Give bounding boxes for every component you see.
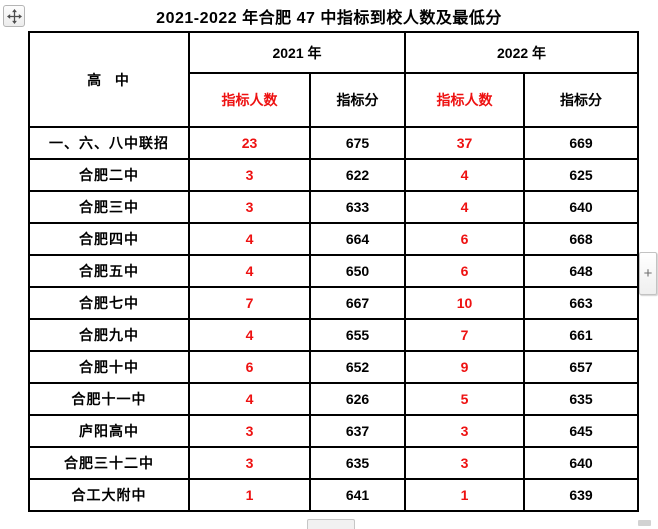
year-header-row: 高 中 2021 年 2022 年 [28,31,640,128]
quota-cell: 4 [188,222,311,256]
sub-header-row: 指标人数 指标分 指标人数 指标分 [29,72,640,128]
quota-header-2021: 指标人数 [188,72,311,128]
quota-table: 高 中 2021 年 2022 年 指标人数 指标分 指标人数 指标分 一、六、… [28,31,640,512]
score-cell: 633 [308,190,407,224]
table-body: 一、六、八中联招 23 675 37 669 合肥二中 3 622 4 625 合肥三中 3 633 4 6… [28,126,640,512]
quota-cell: 6 [404,254,526,288]
quota-cell: 6 [404,222,526,256]
table-row: 庐阳高中 3 637 3 645 [28,414,640,448]
school-name-cell: 合肥三中 [28,190,190,224]
school-name-cell: 庐阳高中 [28,414,190,448]
score-cell: 640 [523,446,640,480]
scroll-corner-fragment[interactable] [638,520,651,526]
school-name-cell: 合肥九中 [28,318,190,352]
table-row: 合肥五中 4 650 6 648 [28,254,640,288]
score-header-2022: 指标分 [523,72,640,128]
score-cell: 657 [523,350,640,384]
school-name-cell: 合肥二中 [28,158,190,192]
score-cell: 625 [523,158,640,192]
move-icon [6,8,22,24]
score-cell: 645 [523,414,640,448]
score-cell: 637 [308,414,407,448]
year-header-2021: 2021 年 [187,31,407,74]
score-cell: 639 [523,478,640,512]
quota-cell: 7 [188,286,311,320]
score-cell: 669 [523,126,640,160]
score-cell: 626 [308,382,407,416]
score-cell: 655 [308,318,407,352]
school-name-cell: 合肥五中 [28,254,190,288]
year-header-2022: 2022 年 [404,31,640,74]
quota-cell: 1 [404,478,526,512]
table-row: 合肥三十二中 3 635 3 640 [28,446,640,480]
school-name-cell: 合肥四中 [28,222,190,256]
quota-cell: 23 [188,126,311,160]
score-header-2021: 指标分 [308,72,407,128]
quota-cell: 3 [404,446,526,480]
school-name-cell: 合肥十一中 [28,382,190,416]
table-row: 合肥十中 6 652 9 657 [28,350,640,384]
school-name-cell: 一、六、八中联招 [28,126,190,160]
score-cell: 635 [308,446,407,480]
table-row: 合肥三中 3 633 4 640 [28,190,640,224]
quota-cell: 3 [188,414,311,448]
quota-cell: 6 [188,350,311,384]
school-name-cell: 合肥三十二中 [28,446,190,480]
table-row: 合肥十一中 4 626 5 635 [28,382,640,416]
score-cell: 650 [308,254,407,288]
score-cell: 652 [308,350,407,384]
score-cell: 675 [308,126,407,160]
table-row: 合工大附中 1 641 1 639 [28,478,640,512]
table-row: 合肥四中 4 664 6 668 [28,222,640,256]
quota-cell: 1 [188,478,311,512]
quota-cell: 9 [404,350,526,384]
score-cell: 640 [523,190,640,224]
score-cell: 648 [523,254,640,288]
table-title: 2021-2022 年合肥 47 中指标到校人数及最低分 [156,10,502,27]
corner-header-cell: 高 中 [28,31,190,128]
school-name-cell: 合肥十中 [28,350,190,384]
score-cell: 661 [523,318,640,352]
score-cell: 635 [523,382,640,416]
quota-cell: 4 [404,190,526,224]
table-row: 合肥七中 7 667 10 663 [28,286,640,320]
quota-cell: 4 [188,254,311,288]
table-row: 合肥九中 4 655 7 661 [28,318,640,352]
score-cell: 664 [308,222,407,256]
score-cell: 622 [308,158,407,192]
table-row: 合肥二中 3 622 4 625 [28,158,640,192]
score-cell: 663 [523,286,640,320]
quota-cell: 3 [188,158,311,192]
quota-cell: 4 [188,318,311,352]
quota-cell: 7 [404,318,526,352]
table-row: 一、六、八中联招 23 675 37 669 [28,126,640,160]
score-cell: 667 [308,286,407,320]
quota-cell: 4 [404,158,526,192]
quota-cell: 5 [404,382,526,416]
quota-cell: 3 [404,414,526,448]
quota-header-2022: 指标人数 [404,72,526,128]
score-cell: 641 [308,478,407,512]
quota-cell: 3 [188,446,311,480]
table-move-handle[interactable] [3,5,25,27]
score-cell: 668 [523,222,640,256]
quota-cell: 4 [188,382,311,416]
horizontal-scrollbar-fragment[interactable] [307,519,355,529]
quota-cell: 3 [188,190,311,224]
school-name-cell: 合工大附中 [28,478,190,512]
quota-cell: 10 [404,286,526,320]
school-name-cell: 合肥七中 [28,286,190,320]
plus-button[interactable]: + [639,252,657,295]
quota-cell: 37 [404,126,526,160]
